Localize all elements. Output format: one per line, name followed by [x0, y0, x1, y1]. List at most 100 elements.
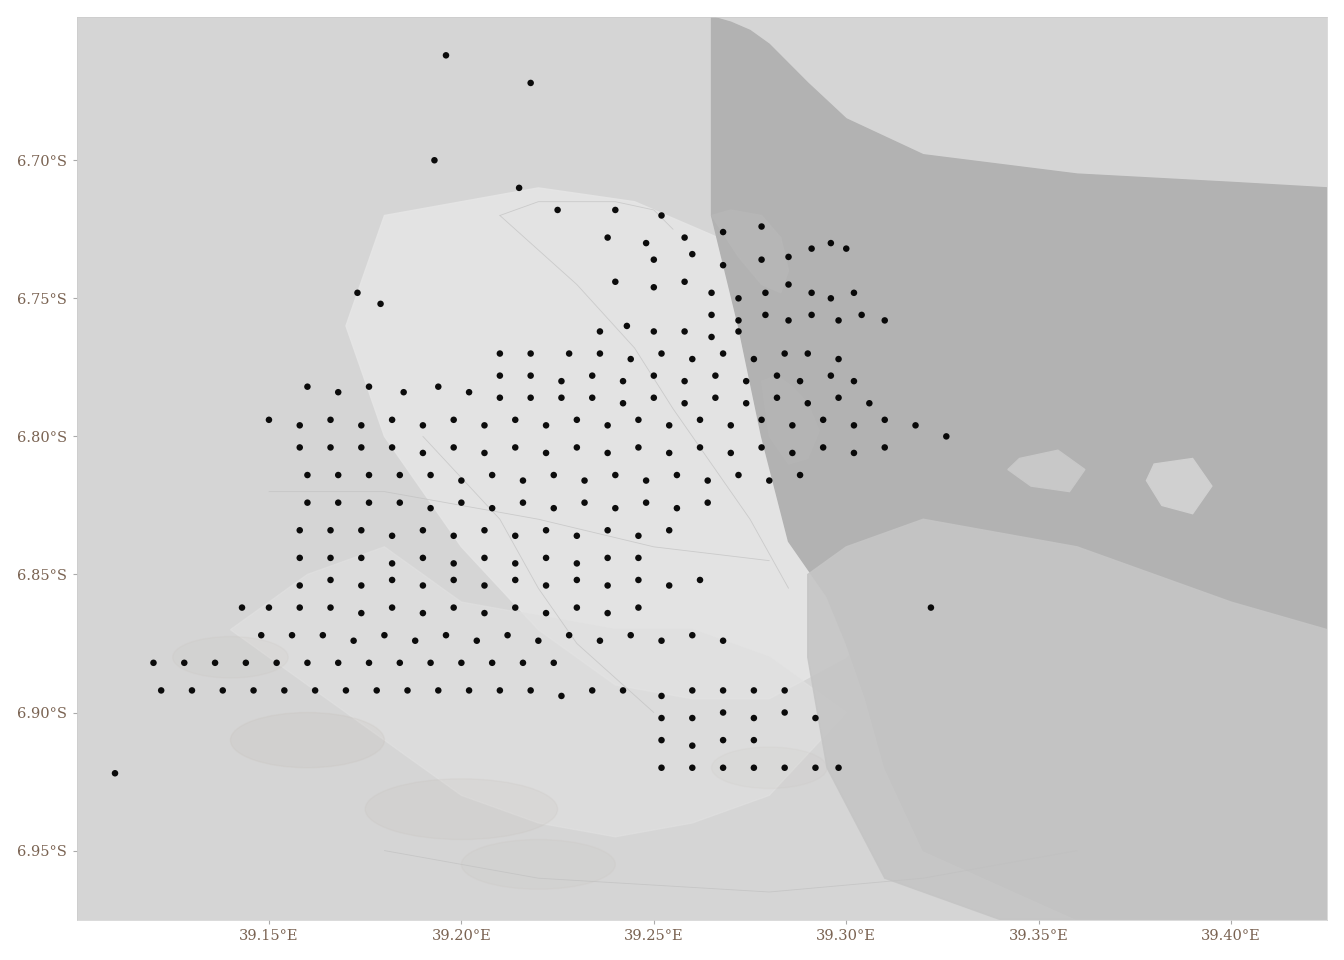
- Point: [743, 683, 765, 698]
- Point: [473, 418, 495, 433]
- Point: [444, 412, 465, 427]
- Point: [782, 418, 804, 433]
- Point: [450, 655, 472, 670]
- Point: [727, 468, 749, 483]
- Point: [335, 683, 356, 698]
- Point: [458, 683, 480, 698]
- Point: [836, 241, 857, 256]
- Point: [597, 445, 618, 461]
- Polygon shape: [230, 547, 847, 837]
- Point: [566, 556, 587, 571]
- Point: [382, 440, 403, 455]
- Polygon shape: [77, 16, 1328, 920]
- Point: [681, 710, 703, 726]
- Point: [727, 324, 749, 339]
- Point: [405, 633, 426, 648]
- Point: [681, 760, 703, 776]
- Point: [520, 683, 542, 698]
- Point: [328, 655, 349, 670]
- Point: [828, 760, 849, 776]
- Point: [636, 495, 657, 511]
- Point: [828, 390, 849, 405]
- Point: [320, 412, 341, 427]
- Point: [774, 705, 796, 720]
- Polygon shape: [1008, 450, 1085, 492]
- Ellipse shape: [230, 712, 384, 768]
- Point: [605, 203, 626, 218]
- Point: [681, 351, 703, 367]
- Point: [778, 276, 800, 292]
- Point: [874, 412, 895, 427]
- Point: [605, 500, 626, 516]
- Point: [297, 468, 319, 483]
- Point: [396, 683, 418, 698]
- Point: [789, 468, 810, 483]
- Point: [642, 324, 664, 339]
- Point: [566, 412, 587, 427]
- Point: [535, 578, 556, 593]
- Point: [620, 351, 641, 367]
- Point: [712, 683, 734, 698]
- Point: [274, 683, 296, 698]
- Point: [328, 495, 349, 511]
- Point: [597, 578, 618, 593]
- Point: [388, 468, 410, 483]
- Point: [659, 522, 680, 538]
- Point: [508, 180, 530, 196]
- Point: [512, 473, 534, 489]
- Point: [173, 655, 195, 670]
- Point: [489, 390, 511, 405]
- Point: [700, 307, 722, 323]
- Point: [382, 556, 403, 571]
- Point: [597, 550, 618, 565]
- Point: [535, 550, 556, 565]
- Point: [423, 153, 445, 168]
- Point: [712, 760, 734, 776]
- Point: [743, 732, 765, 748]
- Point: [642, 390, 664, 405]
- Point: [673, 373, 695, 389]
- Point: [366, 683, 387, 698]
- Point: [489, 683, 511, 698]
- Point: [427, 683, 449, 698]
- Point: [774, 683, 796, 698]
- Point: [589, 346, 610, 361]
- Point: [413, 418, 434, 433]
- Point: [258, 412, 280, 427]
- Point: [466, 633, 488, 648]
- Point: [712, 346, 734, 361]
- Point: [473, 550, 495, 565]
- Point: [289, 418, 310, 433]
- Point: [628, 528, 649, 543]
- Point: [698, 473, 719, 489]
- Point: [766, 390, 788, 405]
- Point: [551, 390, 573, 405]
- Point: [613, 683, 634, 698]
- Point: [642, 252, 664, 267]
- Point: [774, 760, 796, 776]
- Point: [735, 373, 757, 389]
- Point: [320, 440, 341, 455]
- Point: [289, 550, 310, 565]
- Point: [473, 522, 495, 538]
- Point: [681, 628, 703, 643]
- Point: [351, 418, 372, 433]
- Point: [650, 688, 672, 704]
- Point: [843, 418, 864, 433]
- Point: [520, 390, 542, 405]
- Point: [504, 600, 526, 615]
- Point: [504, 556, 526, 571]
- Ellipse shape: [711, 747, 827, 788]
- Point: [597, 522, 618, 538]
- Point: [359, 655, 380, 670]
- Point: [497, 628, 519, 643]
- Point: [789, 373, 810, 389]
- Point: [435, 628, 457, 643]
- Point: [820, 235, 841, 251]
- Point: [181, 683, 203, 698]
- Point: [435, 48, 457, 63]
- Point: [712, 732, 734, 748]
- Point: [504, 572, 526, 588]
- Point: [450, 473, 472, 489]
- Point: [659, 445, 680, 461]
